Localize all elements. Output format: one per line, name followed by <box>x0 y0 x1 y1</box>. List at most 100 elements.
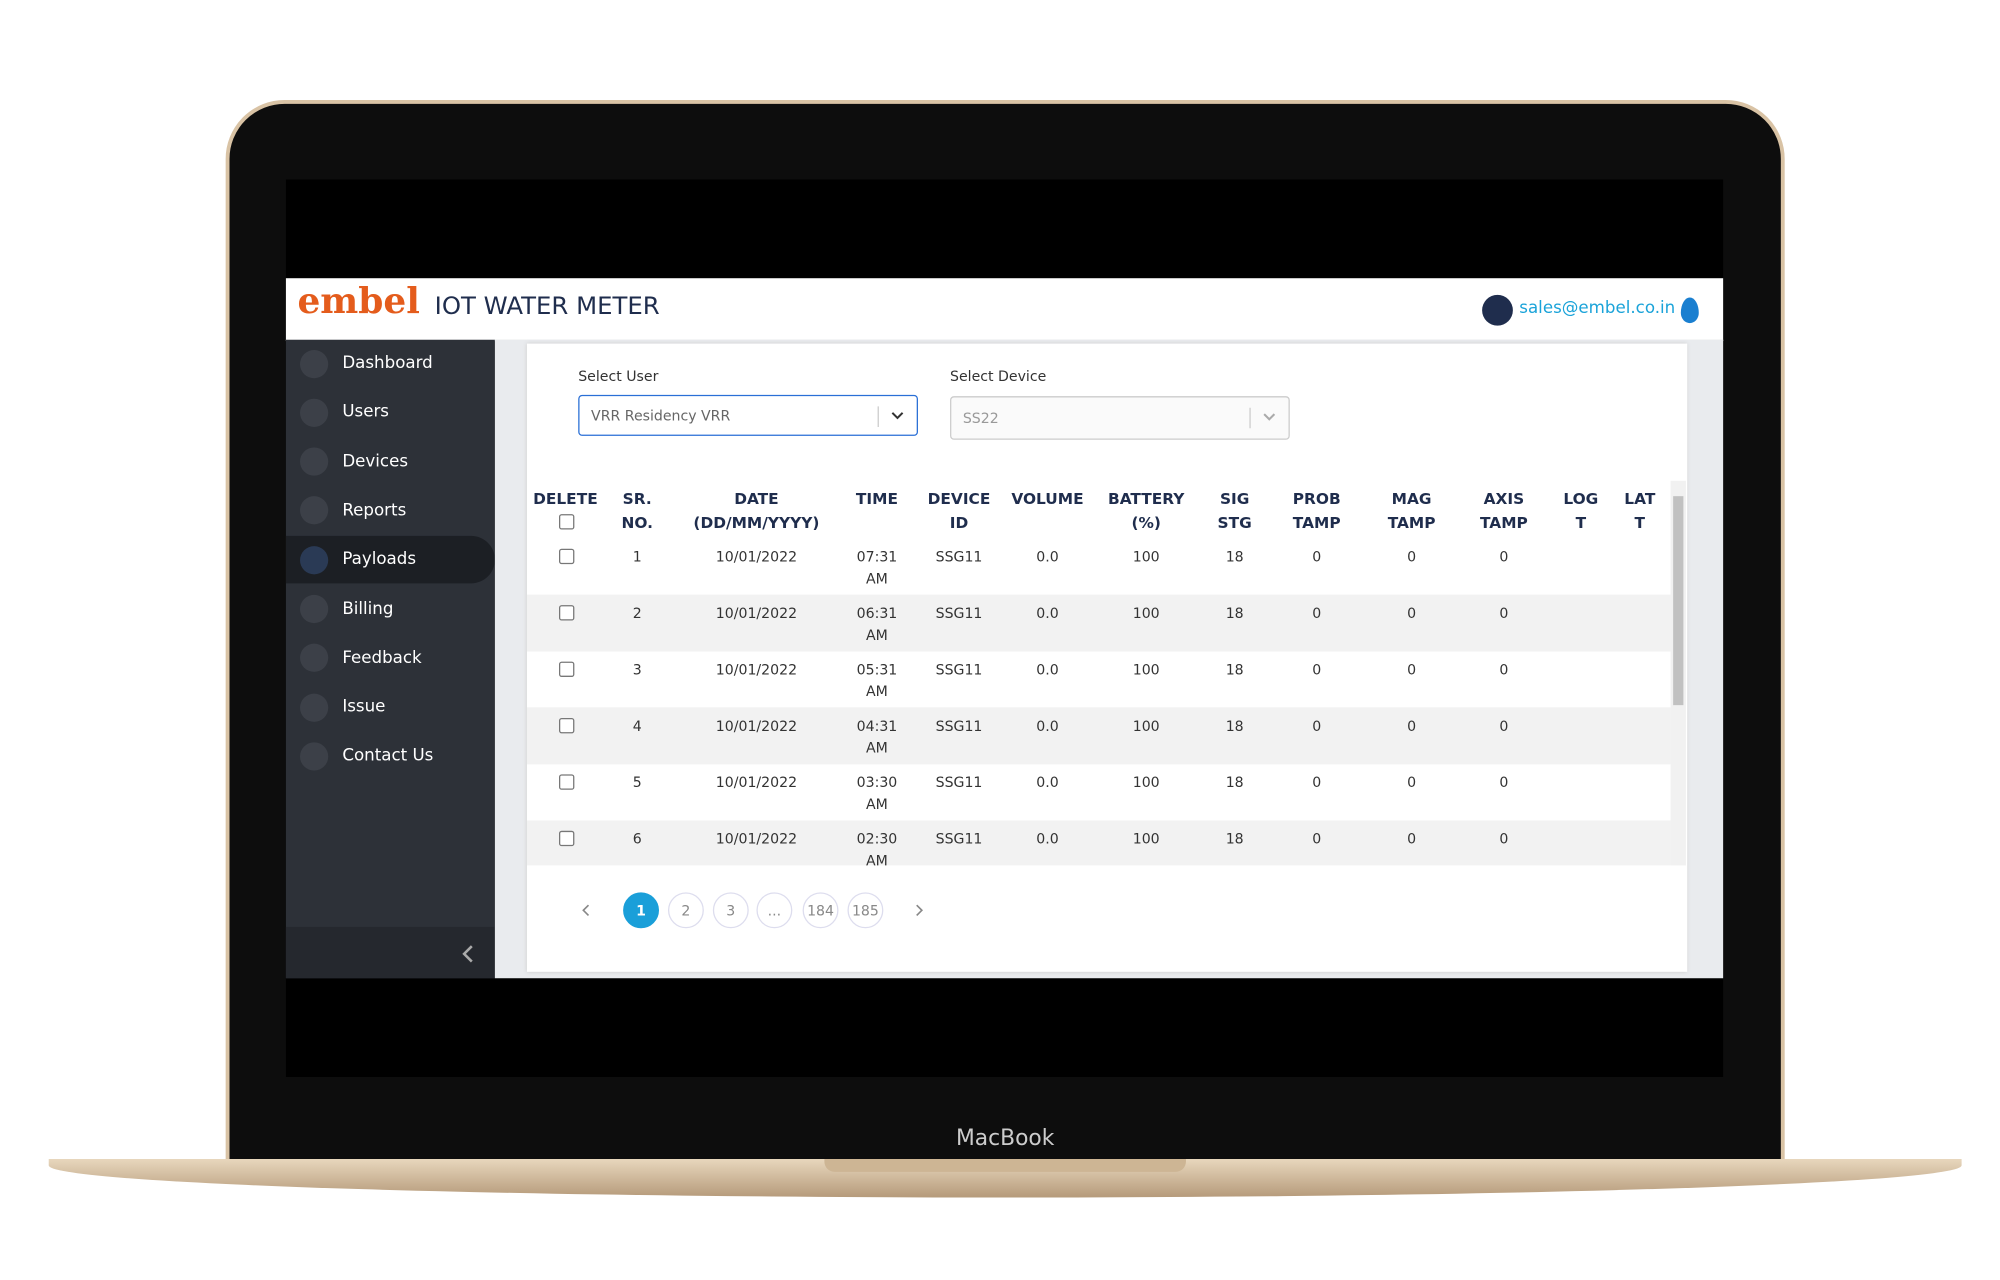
table-cell: 0 <box>1312 661 1322 679</box>
table-cell: 0 <box>1407 774 1417 792</box>
row-checkbox[interactable] <box>558 774 575 790</box>
table-cell: 0 <box>1312 830 1322 848</box>
table-cell: 100 <box>1132 830 1160 848</box>
menu-icon <box>300 447 329 476</box>
menu-item[interactable]: Reports <box>286 487 495 534</box>
menu-item[interactable]: Contact Us <box>286 733 495 780</box>
table-cell: 0 <box>1499 661 1509 679</box>
drop-icon <box>1680 297 1699 324</box>
table-row <box>526 651 1671 710</box>
table-cell: 18 <box>1225 661 1244 679</box>
page-button[interactable]: 2 <box>667 892 704 929</box>
table-cell: 100 <box>1132 774 1160 792</box>
table-cell: 0.0 <box>1036 605 1059 622</box>
table-cell: 4 <box>632 717 642 735</box>
column-header: TIME <box>855 489 898 508</box>
menu-label: Billing <box>342 599 394 619</box>
table-cell: 07:31 AM <box>856 548 898 588</box>
device-select-arrow <box>1249 407 1276 429</box>
table-cell: SSG11 <box>935 774 983 792</box>
table-cell: 0 <box>1312 717 1322 735</box>
laptop-notch <box>824 1159 1186 1172</box>
column-header: DELETE <box>533 489 598 508</box>
table-cell: 04:31 AM <box>856 717 898 757</box>
table-cell: 02:30 AM <box>856 830 898 866</box>
menu-icon <box>300 349 329 378</box>
user-select-value: VRR Residency VRR <box>591 407 731 425</box>
table-row <box>526 594 1671 653</box>
laptop-label: MacBook <box>955 1125 1055 1152</box>
menu-item[interactable]: Issue <box>286 683 495 730</box>
table-viewport: DELETE SR. NO. DATE (DD/MM/YYYY) TIME DEVICE… <box>526 481 1671 866</box>
table-cell: 03:30 AM <box>856 774 898 813</box>
table-row <box>526 707 1671 766</box>
menu-icon <box>300 545 329 574</box>
table-cell: 18 <box>1225 717 1244 735</box>
device-label: Select Device <box>950 367 1047 385</box>
page-button[interactable]: 3 <box>712 892 749 929</box>
table-cell: 10/01/2022 <box>715 548 798 566</box>
table-cell: 100 <box>1132 661 1160 679</box>
table-cell: 6 <box>632 830 642 848</box>
device-select-value: SS22 <box>962 410 999 427</box>
table-cell: 05:31 AM <box>856 661 898 701</box>
column-header: SIG STG <box>1217 489 1252 533</box>
menu-label: Users <box>342 402 389 423</box>
select-all-checkbox[interactable] <box>558 514 575 530</box>
menu-label: Dashboard <box>342 353 433 374</box>
column-header: LAT T <box>1624 489 1656 533</box>
scrollbar-thumb <box>1673 496 1684 706</box>
table-cell: 0 <box>1407 661 1417 679</box>
menu-item[interactable]: Feedback <box>286 634 495 681</box>
table-cell: 10/01/2022 <box>715 661 798 679</box>
email[interactable]: sales@embel.co.in <box>1519 298 1676 318</box>
menu-label: Contact Us <box>342 746 434 766</box>
menu-item[interactable]: Users <box>286 389 495 436</box>
menu-item[interactable]: Dashboard <box>286 340 495 387</box>
collapse-button[interactable] <box>459 944 477 965</box>
table-cell: 0 <box>1499 774 1509 792</box>
table-cell: 100 <box>1132 717 1160 735</box>
menu-icon <box>300 496 329 525</box>
prev-page[interactable] <box>577 901 595 919</box>
menu-item[interactable]: Billing <box>286 585 495 632</box>
user-select-arrow <box>877 406 904 427</box>
table-cell: 0 <box>1499 548 1509 566</box>
menu-label: Payloads <box>342 550 417 570</box>
page-button[interactable]: 1 <box>623 892 659 929</box>
table-cell: 0 <box>1499 717 1509 735</box>
table-cell: 10/01/2022 <box>715 774 798 792</box>
menu-icon <box>300 742 329 771</box>
table-cell: SSG11 <box>935 605 983 622</box>
row-checkbox[interactable] <box>558 548 575 565</box>
page-button[interactable]: 184 <box>802 892 839 929</box>
page-button[interactable]: ... <box>756 892 793 929</box>
page-button[interactable]: 185 <box>847 892 884 929</box>
table-cell: 0.0 <box>1036 548 1059 566</box>
column-header: VOLUME <box>1011 489 1084 508</box>
table-cell: 18 <box>1225 605 1244 622</box>
row-checkbox[interactable] <box>558 661 575 677</box>
menu-label: Issue <box>342 697 386 717</box>
column-header: DATE (DD/MM/YYYY) <box>693 489 820 533</box>
menu-item[interactable]: Payloads <box>285 536 495 584</box>
device-select[interactable] <box>950 396 1290 440</box>
menu-label: Feedback <box>342 648 422 668</box>
table-cell: 0.0 <box>1036 661 1059 679</box>
table-cell: 0.0 <box>1036 774 1059 792</box>
menu-icon <box>300 398 329 427</box>
table-cell: 100 <box>1132 548 1160 566</box>
row-checkbox[interactable] <box>558 830 575 847</box>
table-cell: 18 <box>1225 548 1244 566</box>
next-page[interactable] <box>910 901 928 919</box>
row-checkbox[interactable] <box>558 717 575 734</box>
menu-item[interactable]: Devices <box>286 438 495 485</box>
user-select[interactable] <box>578 394 918 436</box>
row-checkbox[interactable] <box>558 605 575 621</box>
table-cell: 10/01/2022 <box>715 830 798 848</box>
logo: embel <box>297 279 420 322</box>
table-cell: 100 <box>1132 605 1160 622</box>
table-cell: 0 <box>1499 605 1509 622</box>
menu-icon <box>300 643 329 673</box>
